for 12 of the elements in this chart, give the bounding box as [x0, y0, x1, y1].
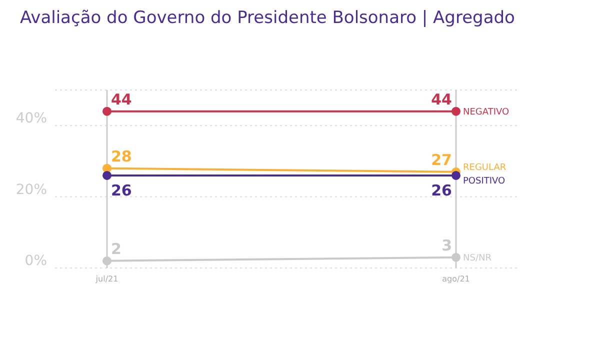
chart-title: Avaliação do Governo do Presidente Bolsonaro | Agregado	[20, 8, 515, 28]
data-label: 44	[431, 90, 452, 108]
series-label: NEGATIVO	[463, 107, 510, 118]
x-tick-label: jul/21	[94, 274, 118, 284]
data-label: 28	[111, 147, 132, 166]
data-label: 26	[111, 181, 132, 200]
data-label: 44	[111, 90, 132, 108]
data-label: 26	[431, 181, 452, 200]
series-label: POSITIVO	[463, 176, 506, 186]
data-label: 27	[431, 150, 452, 169]
x-tick-label: ago/21	[442, 274, 470, 284]
series-label: REGULAR	[463, 162, 506, 173]
